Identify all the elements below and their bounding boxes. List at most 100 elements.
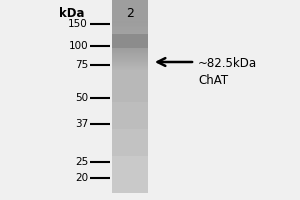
Bar bbox=[112, 172, 148, 174]
Bar bbox=[112, 69, 148, 70]
Bar bbox=[112, 50, 148, 70]
Bar bbox=[112, 171, 148, 173]
Bar bbox=[112, 34, 148, 36]
Bar bbox=[112, 110, 148, 112]
Bar bbox=[112, 59, 148, 60]
Bar bbox=[112, 123, 148, 124]
Bar bbox=[112, 90, 148, 92]
Bar bbox=[112, 115, 148, 116]
Bar bbox=[112, 111, 148, 112]
Bar bbox=[112, 167, 148, 168]
Bar bbox=[112, 117, 148, 119]
Bar bbox=[112, 62, 148, 63]
Bar bbox=[112, 30, 148, 31]
Bar bbox=[112, 179, 148, 181]
Bar bbox=[112, 14, 148, 15]
Bar bbox=[112, 85, 148, 86]
Bar bbox=[112, 16, 148, 17]
Bar bbox=[112, 35, 148, 37]
Bar bbox=[112, 40, 148, 41]
Bar bbox=[112, 52, 148, 53]
Bar bbox=[112, 152, 148, 153]
Bar bbox=[112, 44, 148, 46]
Bar bbox=[112, 120, 148, 121]
Bar bbox=[112, 23, 148, 24]
Text: ChAT: ChAT bbox=[198, 74, 228, 87]
Bar bbox=[112, 108, 148, 110]
Bar bbox=[112, 26, 148, 28]
Bar bbox=[112, 95, 148, 130]
Bar bbox=[112, 34, 148, 35]
Bar bbox=[112, 27, 148, 29]
Bar bbox=[112, 84, 148, 85]
Bar bbox=[112, 186, 148, 187]
Bar bbox=[112, 52, 148, 54]
Bar bbox=[112, 15, 148, 16]
Bar bbox=[112, 78, 148, 79]
Bar bbox=[112, 114, 148, 115]
Bar bbox=[112, 116, 148, 117]
Bar bbox=[112, 165, 148, 166]
Bar bbox=[112, 130, 148, 131]
Bar bbox=[112, 104, 148, 105]
Bar bbox=[112, 116, 148, 118]
Bar bbox=[112, 134, 148, 135]
Bar bbox=[112, 166, 148, 167]
Bar bbox=[112, 135, 148, 137]
Text: kDa: kDa bbox=[59, 7, 85, 20]
Text: 150: 150 bbox=[68, 19, 88, 29]
Bar bbox=[112, 86, 148, 87]
Text: 2: 2 bbox=[126, 7, 134, 20]
Bar bbox=[112, 54, 148, 56]
Bar bbox=[112, 146, 148, 148]
Bar bbox=[112, 56, 148, 58]
Bar bbox=[112, 170, 148, 171]
Bar bbox=[112, 131, 148, 132]
Bar bbox=[112, 142, 148, 144]
Bar bbox=[112, 81, 148, 83]
Bar bbox=[112, 93, 148, 94]
Text: 100: 100 bbox=[68, 41, 88, 51]
Bar bbox=[112, 47, 148, 48]
Bar bbox=[112, 144, 148, 146]
Bar bbox=[112, 178, 148, 179]
Bar bbox=[112, 136, 148, 138]
Bar bbox=[112, 151, 148, 152]
Bar bbox=[112, 98, 148, 100]
Bar bbox=[112, 57, 148, 58]
Text: 25: 25 bbox=[75, 157, 88, 167]
Bar bbox=[112, 0, 148, 12]
Bar bbox=[112, 75, 148, 76]
Bar bbox=[112, 152, 148, 154]
Bar bbox=[112, 46, 148, 48]
Bar bbox=[112, 24, 148, 25]
Bar bbox=[112, 174, 148, 175]
Text: 37: 37 bbox=[75, 119, 88, 129]
Bar bbox=[112, 31, 148, 32]
Bar bbox=[112, 180, 148, 182]
Bar bbox=[112, 32, 148, 33]
Bar bbox=[112, 22, 148, 23]
Bar bbox=[112, 43, 148, 44]
Text: 50: 50 bbox=[75, 93, 88, 103]
Bar bbox=[112, 149, 148, 150]
Bar bbox=[112, 87, 148, 88]
Bar bbox=[112, 147, 148, 148]
Bar bbox=[112, 188, 148, 189]
Bar bbox=[112, 91, 148, 93]
Bar bbox=[112, 29, 148, 30]
Bar bbox=[112, 185, 148, 186]
Bar bbox=[112, 88, 148, 89]
Bar bbox=[112, 98, 148, 99]
Bar bbox=[112, 64, 148, 66]
Bar bbox=[112, 161, 148, 163]
Bar bbox=[112, 137, 148, 138]
Bar bbox=[112, 162, 148, 164]
Bar bbox=[112, 79, 148, 80]
Bar bbox=[112, 66, 148, 67]
Bar bbox=[112, 37, 148, 39]
Bar bbox=[112, 19, 148, 21]
Bar bbox=[112, 160, 148, 162]
Bar bbox=[112, 176, 148, 177]
Bar bbox=[112, 181, 148, 183]
